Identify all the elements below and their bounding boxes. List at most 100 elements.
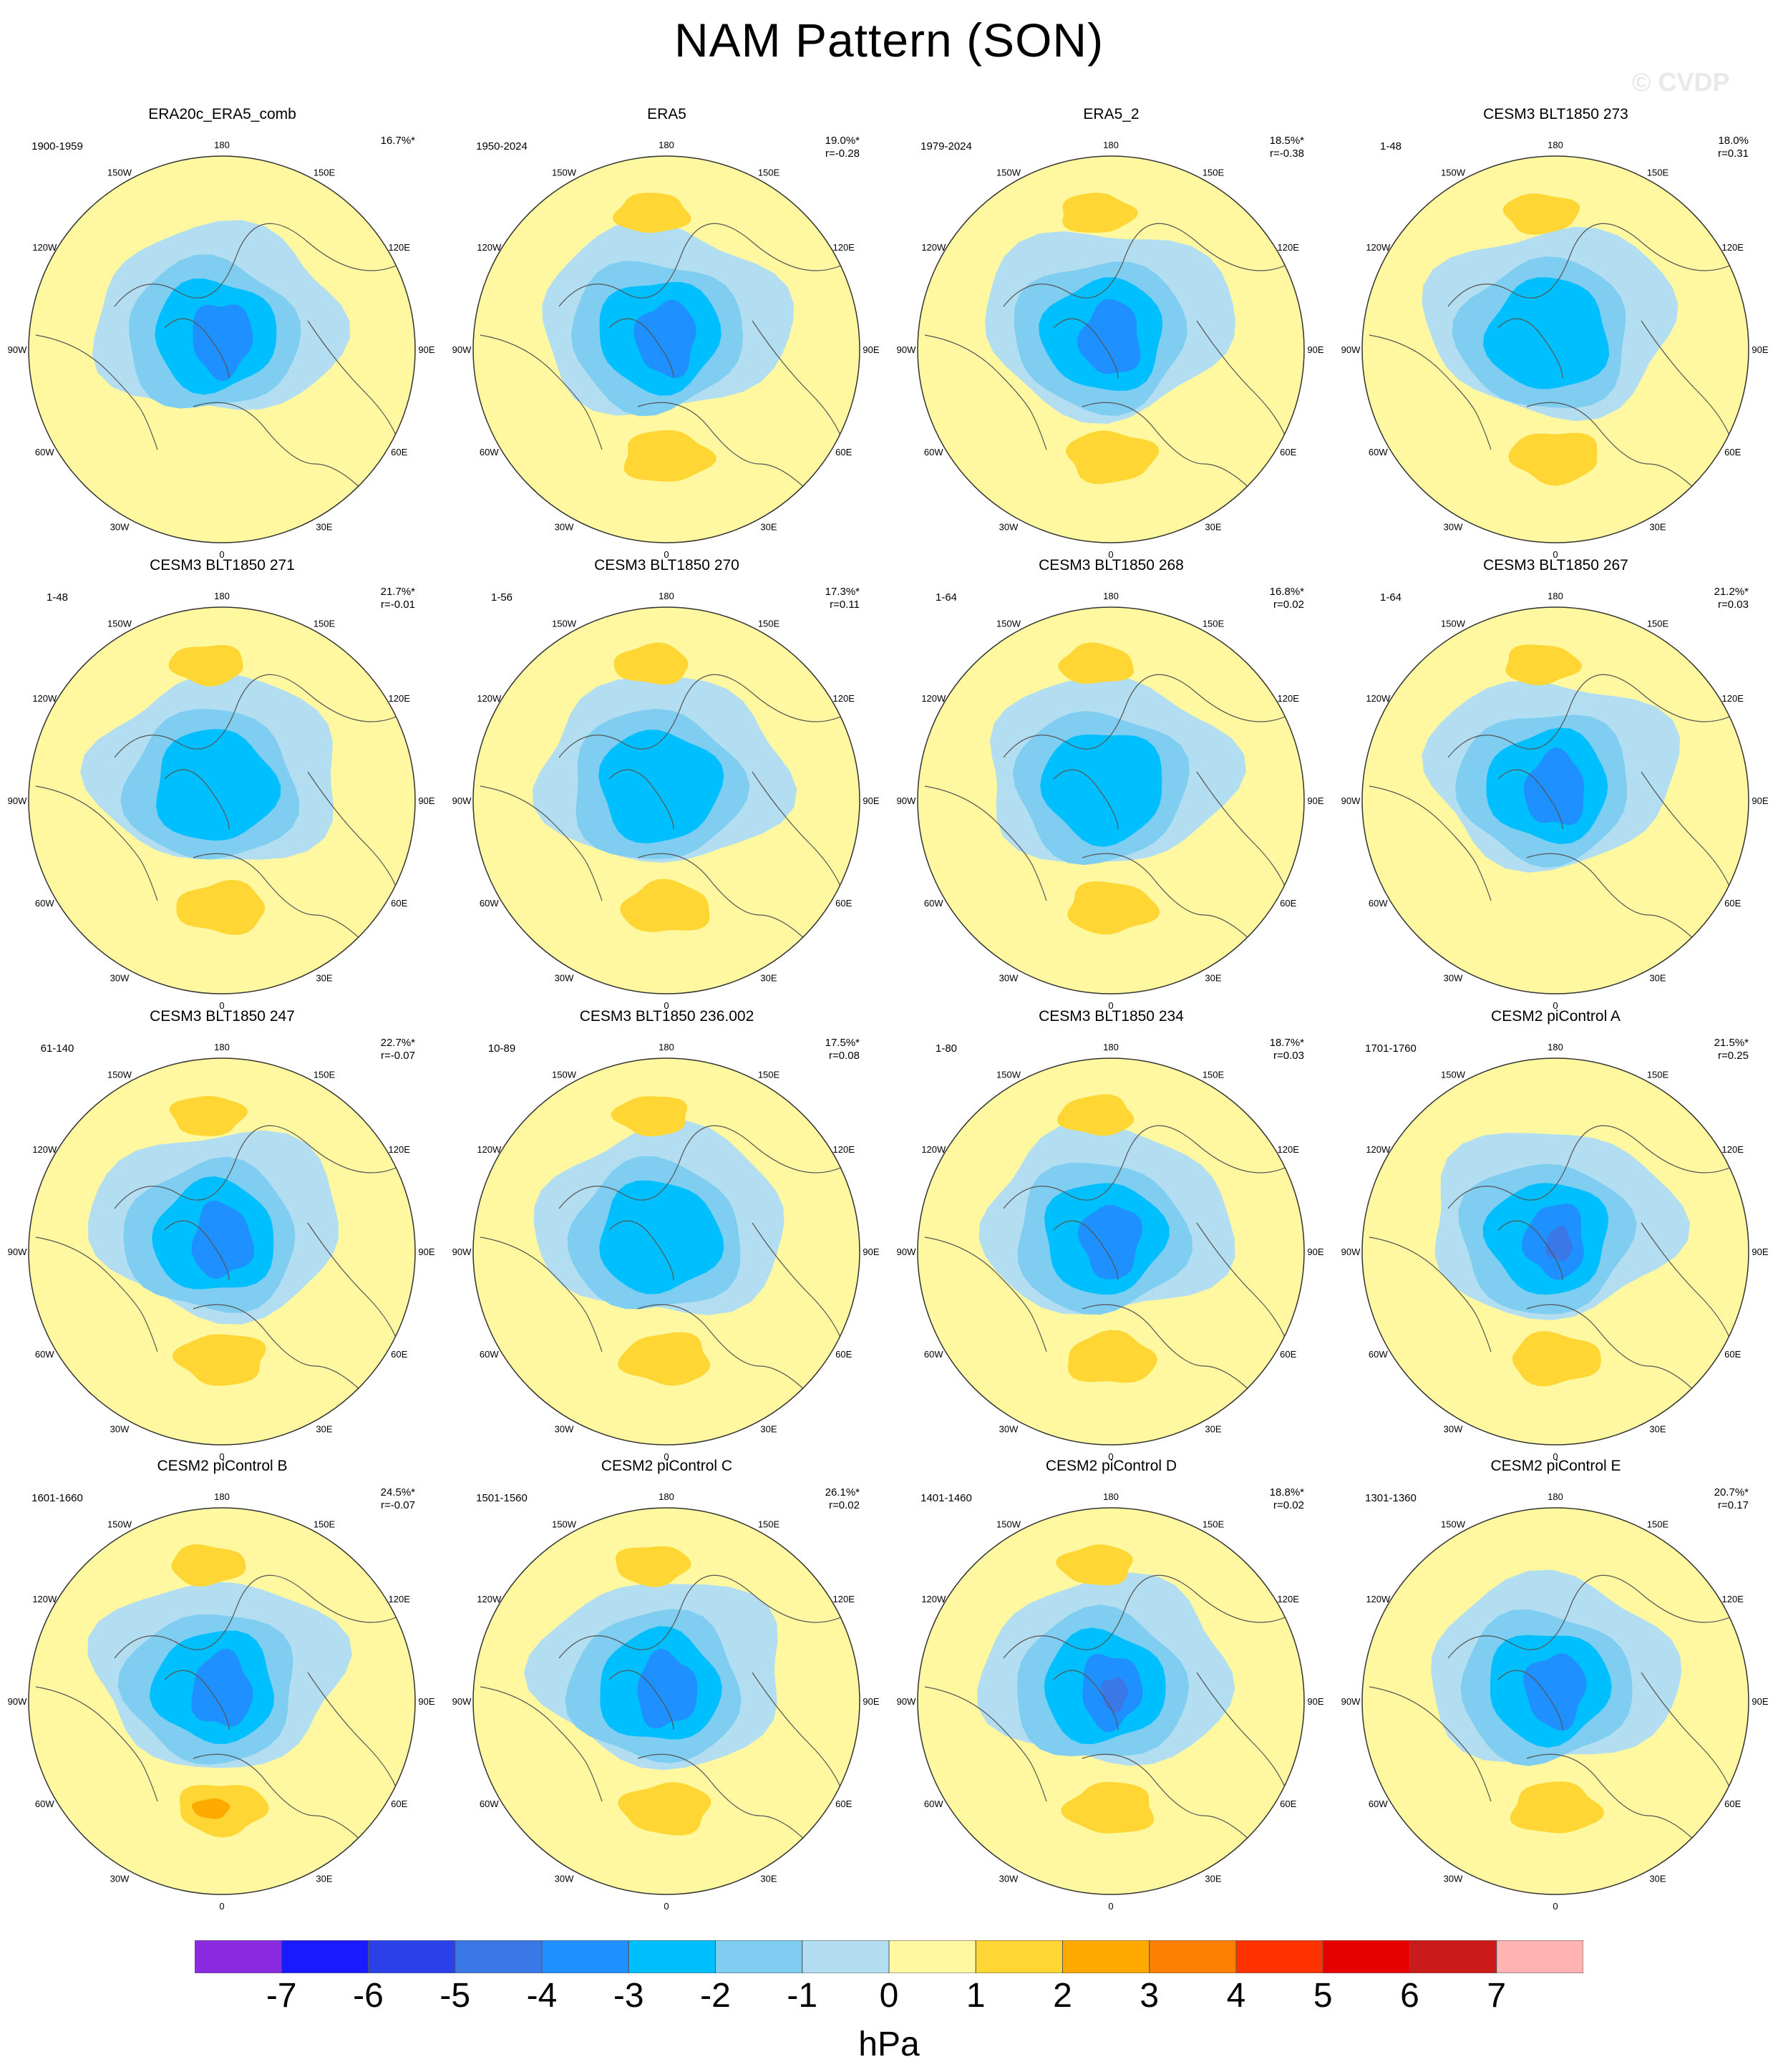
longitude-label: 90W (897, 344, 916, 355)
positive-anomaly-pacific (615, 1546, 691, 1587)
positive-anomaly-atlantic (617, 1332, 711, 1386)
longitude-label: 60E (1724, 1799, 1741, 1809)
longitude-label: 60E (1280, 447, 1296, 458)
polar-map: 180 150E 120E 90E 60E 30E 0 30W 60W 90W 120W 150W (897, 1491, 1324, 1910)
panel-title: CESM2 piControl D (1045, 1458, 1177, 1474)
longitude-label: 30W (999, 522, 1019, 533)
positive-anomaly-pacific (613, 642, 689, 685)
longitude-label: 90E (1307, 1696, 1323, 1707)
panel-variance: 24.5%* (380, 1486, 415, 1499)
longitude-label: 150W (107, 167, 132, 178)
longitude-label: 0 (1108, 549, 1113, 558)
longitude-label: 30E (1205, 973, 1221, 984)
panel-period: 1-48 (46, 591, 69, 604)
longitude-label: 120E (1722, 1144, 1744, 1155)
longitude-label: 90E (1752, 795, 1768, 806)
longitude-label: 0 (1108, 1901, 1113, 1910)
map-border (28, 606, 416, 994)
longitude-label: 30W (1444, 1874, 1463, 1884)
colorbar-swatch (1062, 1940, 1150, 1973)
positive-anomaly-atlantic (173, 1334, 266, 1386)
longitude-label: 120E (833, 1144, 855, 1155)
longitude-label: 90E (1752, 344, 1768, 355)
longitude-label: 180 (1103, 140, 1119, 150)
longitude-label: 150E (758, 167, 780, 178)
longitude-label: 180 (659, 1042, 674, 1052)
positive-anomaly-pacific (611, 1096, 688, 1137)
negative-anomaly-core (191, 1648, 253, 1727)
panel-title: ERA5 (647, 106, 686, 122)
longitude-label: 60W (924, 898, 943, 909)
longitude-label: 150W (107, 1069, 132, 1080)
longitude-label: 150W (552, 1519, 577, 1529)
map-border (28, 1507, 416, 1895)
panel-period: 1979-2024 (920, 140, 972, 153)
longitude-label: 60E (391, 898, 407, 909)
panel-title: CESM3 BLT1850 270 (594, 557, 739, 573)
panel-title: CESM3 BLT1850 268 (1039, 557, 1184, 573)
longitude-label: 120E (833, 242, 855, 253)
map-panel: CESM3 BLT1850 234 1-80 18.7%* r=0.03 180 150E… (889, 1008, 1334, 1461)
panel-period: 1501-1560 (476, 1492, 528, 1504)
longitude-label: 0 (1553, 1451, 1558, 1461)
longitude-label: 60E (391, 1349, 407, 1360)
longitude-label: 30E (316, 973, 332, 984)
colorbar-tick-label: -3 (613, 1977, 644, 2015)
map-border (917, 1507, 1305, 1895)
negative-anomaly-core (156, 729, 281, 841)
longitude-label: 120E (389, 693, 411, 704)
negative-anomaly-core (193, 304, 253, 382)
colorbar-unit: hPa (858, 2025, 920, 2063)
longitude-label: 120E (1278, 1594, 1300, 1604)
negative-anomaly-core (1523, 747, 1584, 825)
polar-map: 180 150E 120E 90E 60E 30E 0 30W 60W 90W 120W 150W (897, 1042, 1324, 1461)
panel-title: CESM2 piControl C (601, 1458, 733, 1474)
positive-anomaly-atlantic (1510, 1781, 1605, 1834)
coastlines (924, 1574, 1291, 1845)
longitude-label: 180 (214, 591, 230, 601)
panel-correlation: r=0.08 (829, 1050, 860, 1062)
panel-title: CESM3 BLT1850 267 (1483, 557, 1628, 573)
panel-period: 1701-1760 (1365, 1042, 1417, 1055)
longitude-label: 90W (1341, 795, 1361, 806)
positive-anomaly-atlantic (620, 878, 710, 932)
positive-anomaly-atlantic (623, 430, 716, 482)
longitude-label: 90W (1341, 1246, 1361, 1257)
panel-variance: 17.5%* (825, 1037, 860, 1049)
longitude-label: 180 (1103, 591, 1119, 601)
longitude-label: 60E (835, 1799, 852, 1809)
panel-correlation: r=-0.01 (381, 599, 415, 611)
colorbar-tick-label: 3 (1140, 1977, 1160, 2015)
longitude-label: 120W (921, 1144, 946, 1155)
longitude-label: 60W (924, 447, 943, 458)
negative-anomaly-core (1077, 1204, 1143, 1279)
longitude-label: 30W (1444, 1424, 1463, 1435)
longitude-label: 30E (1649, 522, 1666, 533)
coastlines (924, 1125, 1291, 1395)
polar-map: 180 150E 120E 90E 60E 30E 0 30W 60W 90W 120W 150W (1341, 1042, 1769, 1461)
polar-map: 180 150E 120E 90E 60E 30E 0 30W 60W 90W 120W 150W (452, 1042, 880, 1461)
coastlines (35, 1574, 402, 1845)
map-panel: CESM3 BLT1850 267 1-64 21.2%* r=0.03 180 150E… (1334, 557, 1778, 1010)
negative-anomaly-core (1077, 299, 1141, 374)
panel-period: 1-64 (1379, 591, 1402, 604)
longitude-label: 150W (1441, 1069, 1466, 1080)
longitude-label: 120W (1366, 693, 1391, 704)
colorbar-tick-label: 7 (1487, 1977, 1507, 2015)
longitude-label: 90W (1341, 344, 1361, 355)
longitude-label: 150E (314, 1519, 336, 1529)
longitude-label: 30E (760, 1424, 777, 1435)
longitude-label: 90E (1307, 795, 1323, 806)
positive-anomaly-pacific (1058, 642, 1135, 684)
colorbar-tick-label: 2 (1053, 1977, 1072, 2015)
map-border (472, 1057, 860, 1446)
map-border (1361, 1507, 1749, 1895)
longitude-label: 60W (924, 1799, 943, 1809)
map-panel: CESM3 BLT1850 270 1-56 17.3%* r=0.11 180 150E… (444, 557, 889, 1010)
longitude-label: 60W (1369, 447, 1388, 458)
panel-correlation: r=0.17 (1718, 1499, 1749, 1511)
longitude-label: 90W (897, 795, 916, 806)
longitude-label: 150E (758, 1069, 780, 1080)
longitude-label: 120E (1722, 1594, 1744, 1604)
coastlines (480, 1574, 846, 1845)
